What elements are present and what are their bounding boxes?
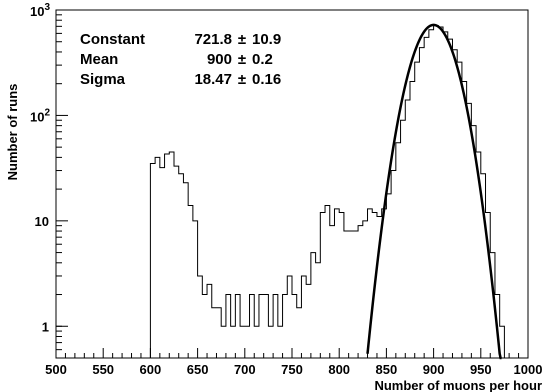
y-axis-title: Number of runs — [5, 84, 20, 181]
stat-value: 721.8 — [194, 31, 232, 48]
stat-error: 0.2 — [252, 51, 273, 68]
stat-error: 0.16 — [252, 71, 281, 88]
fit-statistics: Constant 721.8 ±10.9 Mean 900 ±0.2 Sigma 18.47 ±… — [80, 31, 281, 88]
x-tick-labels: 500 550 600 650 700 750 800 850 900 950 1000 — [45, 362, 542, 377]
y-tick-label: 10 — [35, 214, 49, 229]
y-tick-labels: 1 10 102 103 — [30, 2, 50, 334]
stat-label: Mean — [80, 51, 118, 68]
gaussian-fit-curve — [366, 23, 502, 360]
x-tick-label: 1000 — [514, 362, 543, 377]
x-tick-label: 500 — [45, 362, 67, 377]
y-tick-label: 102 — [30, 107, 50, 124]
stat-pm: ± — [238, 31, 246, 48]
x-tick-label: 900 — [423, 362, 445, 377]
x-tick-label: 750 — [281, 362, 303, 377]
x-tick-label: 850 — [376, 362, 398, 377]
x-tick-label: 800 — [328, 362, 350, 377]
stat-label: Sigma — [80, 71, 126, 88]
stat-label: Constant — [80, 31, 145, 48]
stat-pm: ± — [238, 71, 246, 88]
x-axis-title: Number of muons per hour — [374, 378, 542, 392]
histogram-line — [56, 25, 528, 359]
stat-error: 10.9 — [252, 31, 281, 48]
axis-ticks — [55, 9, 529, 359]
stat-value: 900 — [207, 51, 232, 68]
x-tick-label: 950 — [470, 362, 492, 377]
x-tick-label: 600 — [140, 362, 162, 377]
stat-pm: ± — [238, 51, 246, 68]
x-tick-label: 650 — [187, 362, 209, 377]
y-tick-label: 103 — [30, 2, 50, 19]
x-tick-label: 700 — [234, 362, 256, 377]
stat-value: 18.47 — [194, 71, 232, 88]
y-tick-label: 1 — [42, 319, 49, 334]
x-tick-label: 550 — [92, 362, 114, 377]
